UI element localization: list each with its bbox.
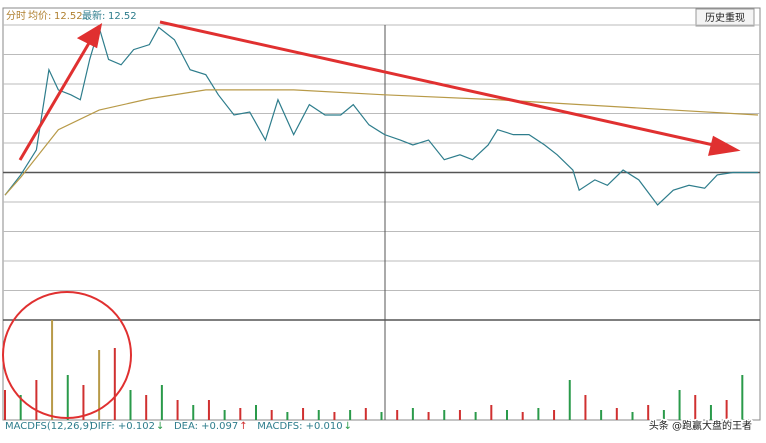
last-value: 12.52 [108, 11, 137, 22]
volume-bar [647, 405, 650, 420]
volume-bar [709, 405, 712, 420]
volume-bar [82, 385, 85, 420]
volume-bar [317, 410, 320, 420]
indicator-arrow: ↑ [239, 421, 247, 432]
volume-bar [349, 410, 352, 420]
volume-bar [4, 390, 6, 420]
indicator-arrow: ↓ [344, 421, 352, 432]
annotations [2, 20, 741, 419]
volume-bar [443, 410, 446, 420]
last-label: 最新: [82, 9, 105, 22]
indicator-value: DEA: +0.097 [174, 421, 238, 432]
volume-bar [160, 385, 163, 420]
volume-bar [255, 405, 257, 420]
volume-bar [380, 412, 383, 420]
volume-bar [66, 375, 69, 420]
volume-bar [615, 408, 618, 420]
watermark: 头条 @跑赢大盘的王者 [649, 419, 752, 432]
indicator: DIFF: +0.102 ↓ DEA: +0.097 ↑ MACDFS: +0.010 ↓ [90, 421, 352, 432]
avg-value: 12.52 [54, 11, 83, 22]
arrow-head [76, 22, 103, 49]
volume-bar [458, 410, 461, 420]
grid [3, 24, 760, 420]
price-line [4, 89, 759, 196]
volume-bar [600, 410, 603, 420]
history-button[interactable] [695, 8, 755, 27]
volume-bar [19, 395, 22, 420]
volume-bar [678, 390, 681, 420]
volume-bar [35, 380, 38, 420]
volume-bar [490, 405, 493, 420]
volume-bar [364, 408, 367, 420]
volume-bar [725, 400, 728, 420]
volume-bar [98, 350, 101, 420]
volume-bar [537, 408, 540, 420]
volume-bar [741, 375, 744, 420]
volume-bar [474, 412, 477, 420]
volume-bar [631, 412, 634, 420]
volume-bar [662, 410, 665, 420]
volume-bar [411, 408, 414, 420]
volume-bar [333, 412, 336, 420]
volume-bar [176, 400, 179, 420]
volume-bar [270, 410, 273, 420]
volume-bar [286, 412, 289, 420]
history-button-label[interactable]: 历史重现 [705, 11, 745, 24]
volume-bar [302, 408, 305, 420]
volume-bar [506, 410, 508, 420]
volume-bar [396, 410, 399, 420]
indicator-value: MACDFS: +0.010 [257, 421, 342, 432]
volume-bar [553, 410, 556, 420]
price-line [4, 25, 758, 206]
indicator-value: DIFF: +0.102 [90, 421, 155, 432]
volume-bar [129, 390, 132, 420]
indicator-name: MACDFS(12,26,9) [5, 421, 93, 432]
volume-bar [51, 320, 54, 420]
volume-bar [192, 405, 195, 420]
volume-bar [584, 395, 587, 420]
arrow-up [18, 37, 94, 161]
arrow-head [707, 135, 741, 156]
volume-bar [694, 395, 697, 420]
volume-bar [568, 380, 571, 420]
indicator-arrow: ↓ [156, 421, 164, 432]
arrow-down [159, 20, 719, 148]
volume-bar [207, 400, 210, 420]
volume-bar [145, 395, 148, 420]
volume-bar [239, 408, 242, 420]
volume-bar [521, 412, 524, 420]
avg-label: 均价: [28, 10, 51, 22]
volume-bar [223, 410, 226, 420]
volume-bar [113, 348, 116, 420]
mode-label: 分时 [6, 10, 26, 22]
plot [4, 25, 759, 420]
circle [2, 291, 132, 419]
volume-bar [427, 412, 430, 420]
frame [2, 7, 761, 421]
